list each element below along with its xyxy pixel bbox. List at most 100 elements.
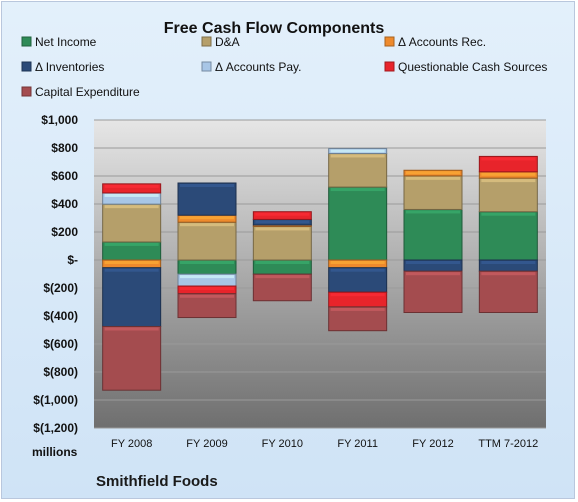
bar-highlight: [330, 261, 385, 264]
bar-highlight: [481, 261, 536, 264]
gridlines: [94, 119, 546, 429]
bar-highlight: [255, 220, 310, 224]
legend-label: D&A: [215, 35, 240, 49]
y-tick-label: $(1,200): [33, 421, 78, 435]
bar-segment: [328, 152, 388, 188]
bar-highlight: [255, 275, 310, 279]
chart-title: Free Cash Flow Components: [164, 20, 385, 37]
legend-label: Capital Expenditure: [35, 85, 140, 99]
bars: [102, 148, 538, 391]
y-tick-label: $200: [51, 225, 78, 239]
legend-item: Δ Accounts Rec.: [384, 35, 486, 49]
bar-highlight: [406, 176, 460, 180]
bar-segment: [478, 270, 538, 314]
legend-label: Δ Inventories: [35, 60, 104, 74]
bar-highlight: [330, 293, 385, 297]
legend-swatch: [21, 61, 32, 72]
bar-highlight: [330, 154, 385, 158]
bar-highlight: [406, 272, 460, 276]
legend-swatch: [201, 61, 212, 72]
bar-segment: [403, 270, 463, 314]
x-tick-label: FY 2011: [337, 438, 378, 450]
bar-highlight: [180, 294, 234, 298]
bar-segment: [252, 225, 312, 261]
x-tick-label: FY 2012: [412, 438, 453, 450]
bar-highlight: [481, 212, 536, 216]
bar-segment: [478, 211, 538, 261]
bar-highlight: [180, 223, 234, 227]
legend-label: Net Income: [35, 35, 97, 49]
company-name: Smithfield Foods: [96, 473, 218, 490]
bar-highlight: [330, 268, 385, 272]
bar-segment: [252, 273, 312, 302]
bar-highlight: [481, 157, 536, 161]
legend-swatch: [21, 36, 32, 47]
bar-highlight: [104, 327, 159, 331]
x-tick-label: FY 2009: [186, 438, 227, 450]
bar-highlight: [180, 216, 234, 220]
bar-highlight: [406, 171, 460, 175]
bar-segment: [102, 267, 162, 328]
bar-highlight: [104, 261, 159, 264]
bar-highlight: [481, 172, 536, 176]
bar-highlight: [255, 261, 310, 264]
legend-item: Questionable Cash Sources: [384, 60, 547, 74]
y-tick-label: $600: [51, 169, 78, 183]
y-tick-label: $(600): [43, 337, 78, 351]
bar-segment: [328, 306, 388, 332]
bar-highlight: [104, 184, 159, 188]
legend-item: Net Income: [21, 35, 97, 49]
y-tick-label: $400: [51, 197, 78, 211]
y-tick-label: $(400): [43, 309, 78, 323]
bar-highlight: [330, 307, 385, 311]
legend-label: Δ Accounts Pay.: [215, 60, 302, 74]
bar-segment: [403, 175, 463, 210]
x-tick-label: FY 2010: [262, 438, 303, 450]
bar-highlight: [104, 205, 159, 209]
bar-segment: [177, 293, 237, 319]
bar-highlight: [406, 210, 460, 214]
legend-label: Δ Accounts Rec.: [398, 35, 486, 49]
bar-highlight: [180, 261, 234, 264]
bar-highlight: [481, 272, 536, 276]
bar-highlight: [255, 212, 310, 216]
x-axis: FY 2008 FY 2009 FY 2010 FY 2011 FY 2012 TTM 7…: [111, 438, 538, 450]
bar-segment: [177, 182, 237, 216]
legend-swatch: [201, 36, 212, 47]
plot-area: [94, 120, 546, 428]
bar-segment: [403, 208, 463, 261]
y-tick-label: $(1,000): [33, 393, 78, 407]
bar-segment: [102, 326, 162, 391]
bar-highlight: [104, 242, 159, 246]
bar-highlight: [180, 287, 234, 291]
legend-item: D&A: [201, 35, 240, 49]
bar-highlight: [180, 275, 234, 279]
x-tick-label: FY 2008: [111, 438, 152, 450]
bar-highlight: [406, 261, 460, 264]
legend-item: Δ Accounts Pay.: [201, 60, 302, 74]
legend-label: Questionable Cash Sources: [398, 60, 547, 74]
bar-highlight: [255, 227, 310, 231]
legend-swatch: [384, 36, 395, 47]
legend-swatch: [21, 86, 32, 97]
y-tick-label: $1,000: [41, 113, 78, 127]
bar-highlight: [481, 179, 536, 183]
bar-segment: [102, 183, 162, 194]
y-tick-label: $-: [67, 253, 78, 267]
bar-highlight: [330, 188, 385, 192]
bar-segment: [177, 221, 237, 261]
bar-segment: [478, 177, 538, 213]
y-axis: $1,000 $800 $600 $400 $200 $- $(200) $(400) $(60…: [33, 113, 78, 435]
legend-swatch: [384, 61, 395, 72]
bar-highlight: [180, 184, 234, 187]
bar-highlight: [104, 193, 159, 197]
y-tick-label: $800: [51, 141, 78, 155]
x-tick-label: TTM 7-2012: [478, 438, 538, 450]
legend: Net Income D&A Δ Accounts Rec. Δ Inventorie…: [21, 35, 547, 99]
bar-highlight: [330, 149, 385, 153]
legend-item: Δ Inventories: [21, 60, 104, 74]
y-tick-label: $(200): [43, 281, 78, 295]
bar-highlight: [104, 268, 159, 272]
